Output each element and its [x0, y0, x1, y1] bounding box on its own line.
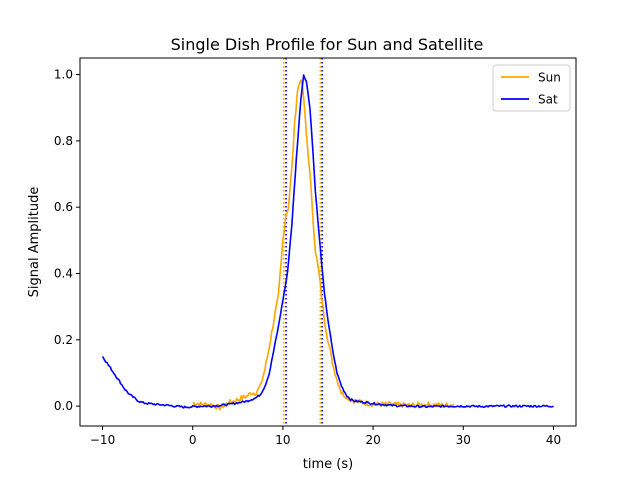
y-axis-label: Signal Amplitude: [27, 187, 42, 298]
x-tick-label: 0: [189, 433, 197, 447]
y-tick-label: 0.8: [54, 134, 73, 148]
x-tick-label: 20: [365, 433, 380, 447]
y-tick-label: 1.0: [54, 68, 73, 82]
legend-label-sun: Sun: [538, 71, 561, 85]
x-tick-label: 40: [546, 433, 561, 447]
x-tick-label: −10: [90, 433, 115, 447]
legend-label-sat: Sat: [538, 93, 558, 107]
chart-title: Single Dish Profile for Sun and Satellit…: [171, 35, 484, 54]
x-tick-label: 10: [275, 433, 290, 447]
y-tick-label: 0.0: [54, 399, 73, 413]
legend: Sun Sat: [493, 65, 570, 111]
y-tick-label: 0.2: [54, 333, 73, 347]
y-tick-label: 0.4: [54, 266, 73, 280]
x-axis-label: time (s): [303, 457, 353, 472]
y-tick-label: 0.6: [54, 200, 73, 214]
x-tick-label: 30: [456, 433, 471, 447]
